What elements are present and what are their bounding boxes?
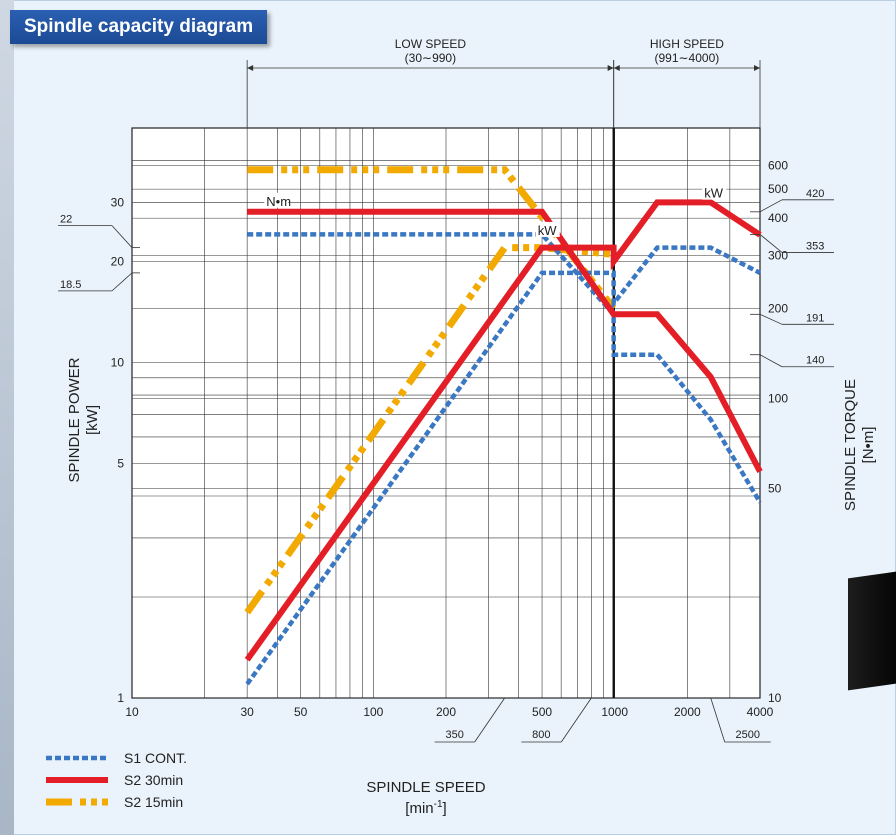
series-power-dashdot <box>244 244 614 615</box>
callout-label: 353 <box>806 240 824 252</box>
callout-label: 420 <box>806 188 824 200</box>
callout-label: 22 <box>60 214 72 226</box>
series-torque-dotted <box>247 232 762 504</box>
y-right-unit: [N•m] <box>860 427 877 464</box>
range-sublabel: (30∼990) <box>405 51 456 65</box>
x-tick-label: 500 <box>532 705 552 719</box>
legend-label: S2 30min <box>124 772 183 788</box>
x-tick-label: 1000 <box>601 705 628 719</box>
callout-line <box>759 199 783 213</box>
y-right-tick-label: 500 <box>768 182 788 196</box>
callout-line <box>474 697 505 743</box>
x-label: SPINDLE SPEED <box>366 779 485 796</box>
series-power-dotted <box>245 245 762 686</box>
series-layer: N•m kW kW <box>244 166 763 686</box>
annotation-bg <box>535 221 560 237</box>
tick-labels: 10 30 50 100 200 500 1000 2000 4000 1 5 10 20 30 10 50 1… <box>111 158 789 719</box>
axis-labels: SPINDLE POWER [kW] SPINDLE TORQUE [N•m] … <box>66 357 877 817</box>
annotation: kW <box>538 223 558 238</box>
y-right-tick-label: 300 <box>768 249 788 263</box>
y-left-unit: [kW] <box>84 405 101 435</box>
callouts: 22 18.5 420 353 191 140 350 800 2500 <box>58 188 834 743</box>
series-torque-solid <box>247 208 763 473</box>
y-left-tick-label: 30 <box>111 195 125 209</box>
x-tick-label: 10 <box>125 705 139 719</box>
grid <box>131 127 761 699</box>
legend-label: S1 CONT. <box>124 750 187 766</box>
callout-label: 2500 <box>735 729 759 741</box>
diagram-title: Spindle capacity diagram <box>10 10 268 44</box>
x-tick-label: 30 <box>240 705 254 719</box>
arrow-head <box>607 65 614 71</box>
x-tick-label: 4000 <box>747 705 774 719</box>
legend: S1 CONT. S2 30min S2 15min <box>46 750 187 810</box>
series-power-solid <box>244 199 762 662</box>
callout-line <box>111 225 133 248</box>
callout-label: 140 <box>806 355 824 367</box>
y-left-tick-label: 5 <box>117 456 124 470</box>
y-left-label: SPINDLE POWER <box>66 357 83 482</box>
x-unit: [min-1] <box>405 799 446 817</box>
arrow-head <box>754 65 760 71</box>
callout-label: 800 <box>532 729 550 741</box>
arrow-head <box>613 65 620 71</box>
callout-line <box>710 697 726 743</box>
y-right-tick-label: 50 <box>768 482 782 496</box>
range-label: LOW SPEED <box>395 37 467 51</box>
callout-line <box>560 697 592 743</box>
y-right-tick-label: 400 <box>768 211 788 225</box>
callout-label: 350 <box>445 729 463 741</box>
annotation: kW <box>704 186 724 201</box>
y-right-tick-label: 600 <box>768 158 788 172</box>
legend-label: S2 15min <box>124 794 183 810</box>
speed-ranges: LOW SPEED(30∼990) HIGH SPEED(991∼4000) <box>246 37 761 128</box>
y-left-tick-label: 10 <box>111 356 125 370</box>
y-right-label: SPINDLE TORQUE <box>842 379 859 511</box>
callout-line <box>111 272 133 292</box>
x-tick-label: 100 <box>363 705 383 719</box>
y-left-tick-label: 20 <box>111 255 125 269</box>
x-tick-label: 200 <box>436 705 456 719</box>
annotation-bg <box>702 184 727 200</box>
annotation-bg <box>264 192 289 208</box>
arrow-head <box>247 65 254 71</box>
x-tick-label: 50 <box>294 705 308 719</box>
callout-label: 191 <box>806 312 824 324</box>
y-left-tick-label: 1 <box>117 691 124 705</box>
x-tick-label: 2000 <box>674 705 701 719</box>
y-right-tick-label: 200 <box>768 301 788 315</box>
callout-line <box>759 313 783 325</box>
range-sublabel: (991∼4000) <box>654 51 719 65</box>
y-right-tick-label: 100 <box>768 391 788 405</box>
callout-label: 18.5 <box>60 279 81 291</box>
callout-line <box>759 354 783 368</box>
annotation: N•m <box>266 194 291 209</box>
side-strip <box>0 0 14 835</box>
range-label: HIGH SPEED <box>650 37 724 51</box>
y-right-tick-label: 10 <box>768 691 782 705</box>
callout-line <box>759 234 783 253</box>
